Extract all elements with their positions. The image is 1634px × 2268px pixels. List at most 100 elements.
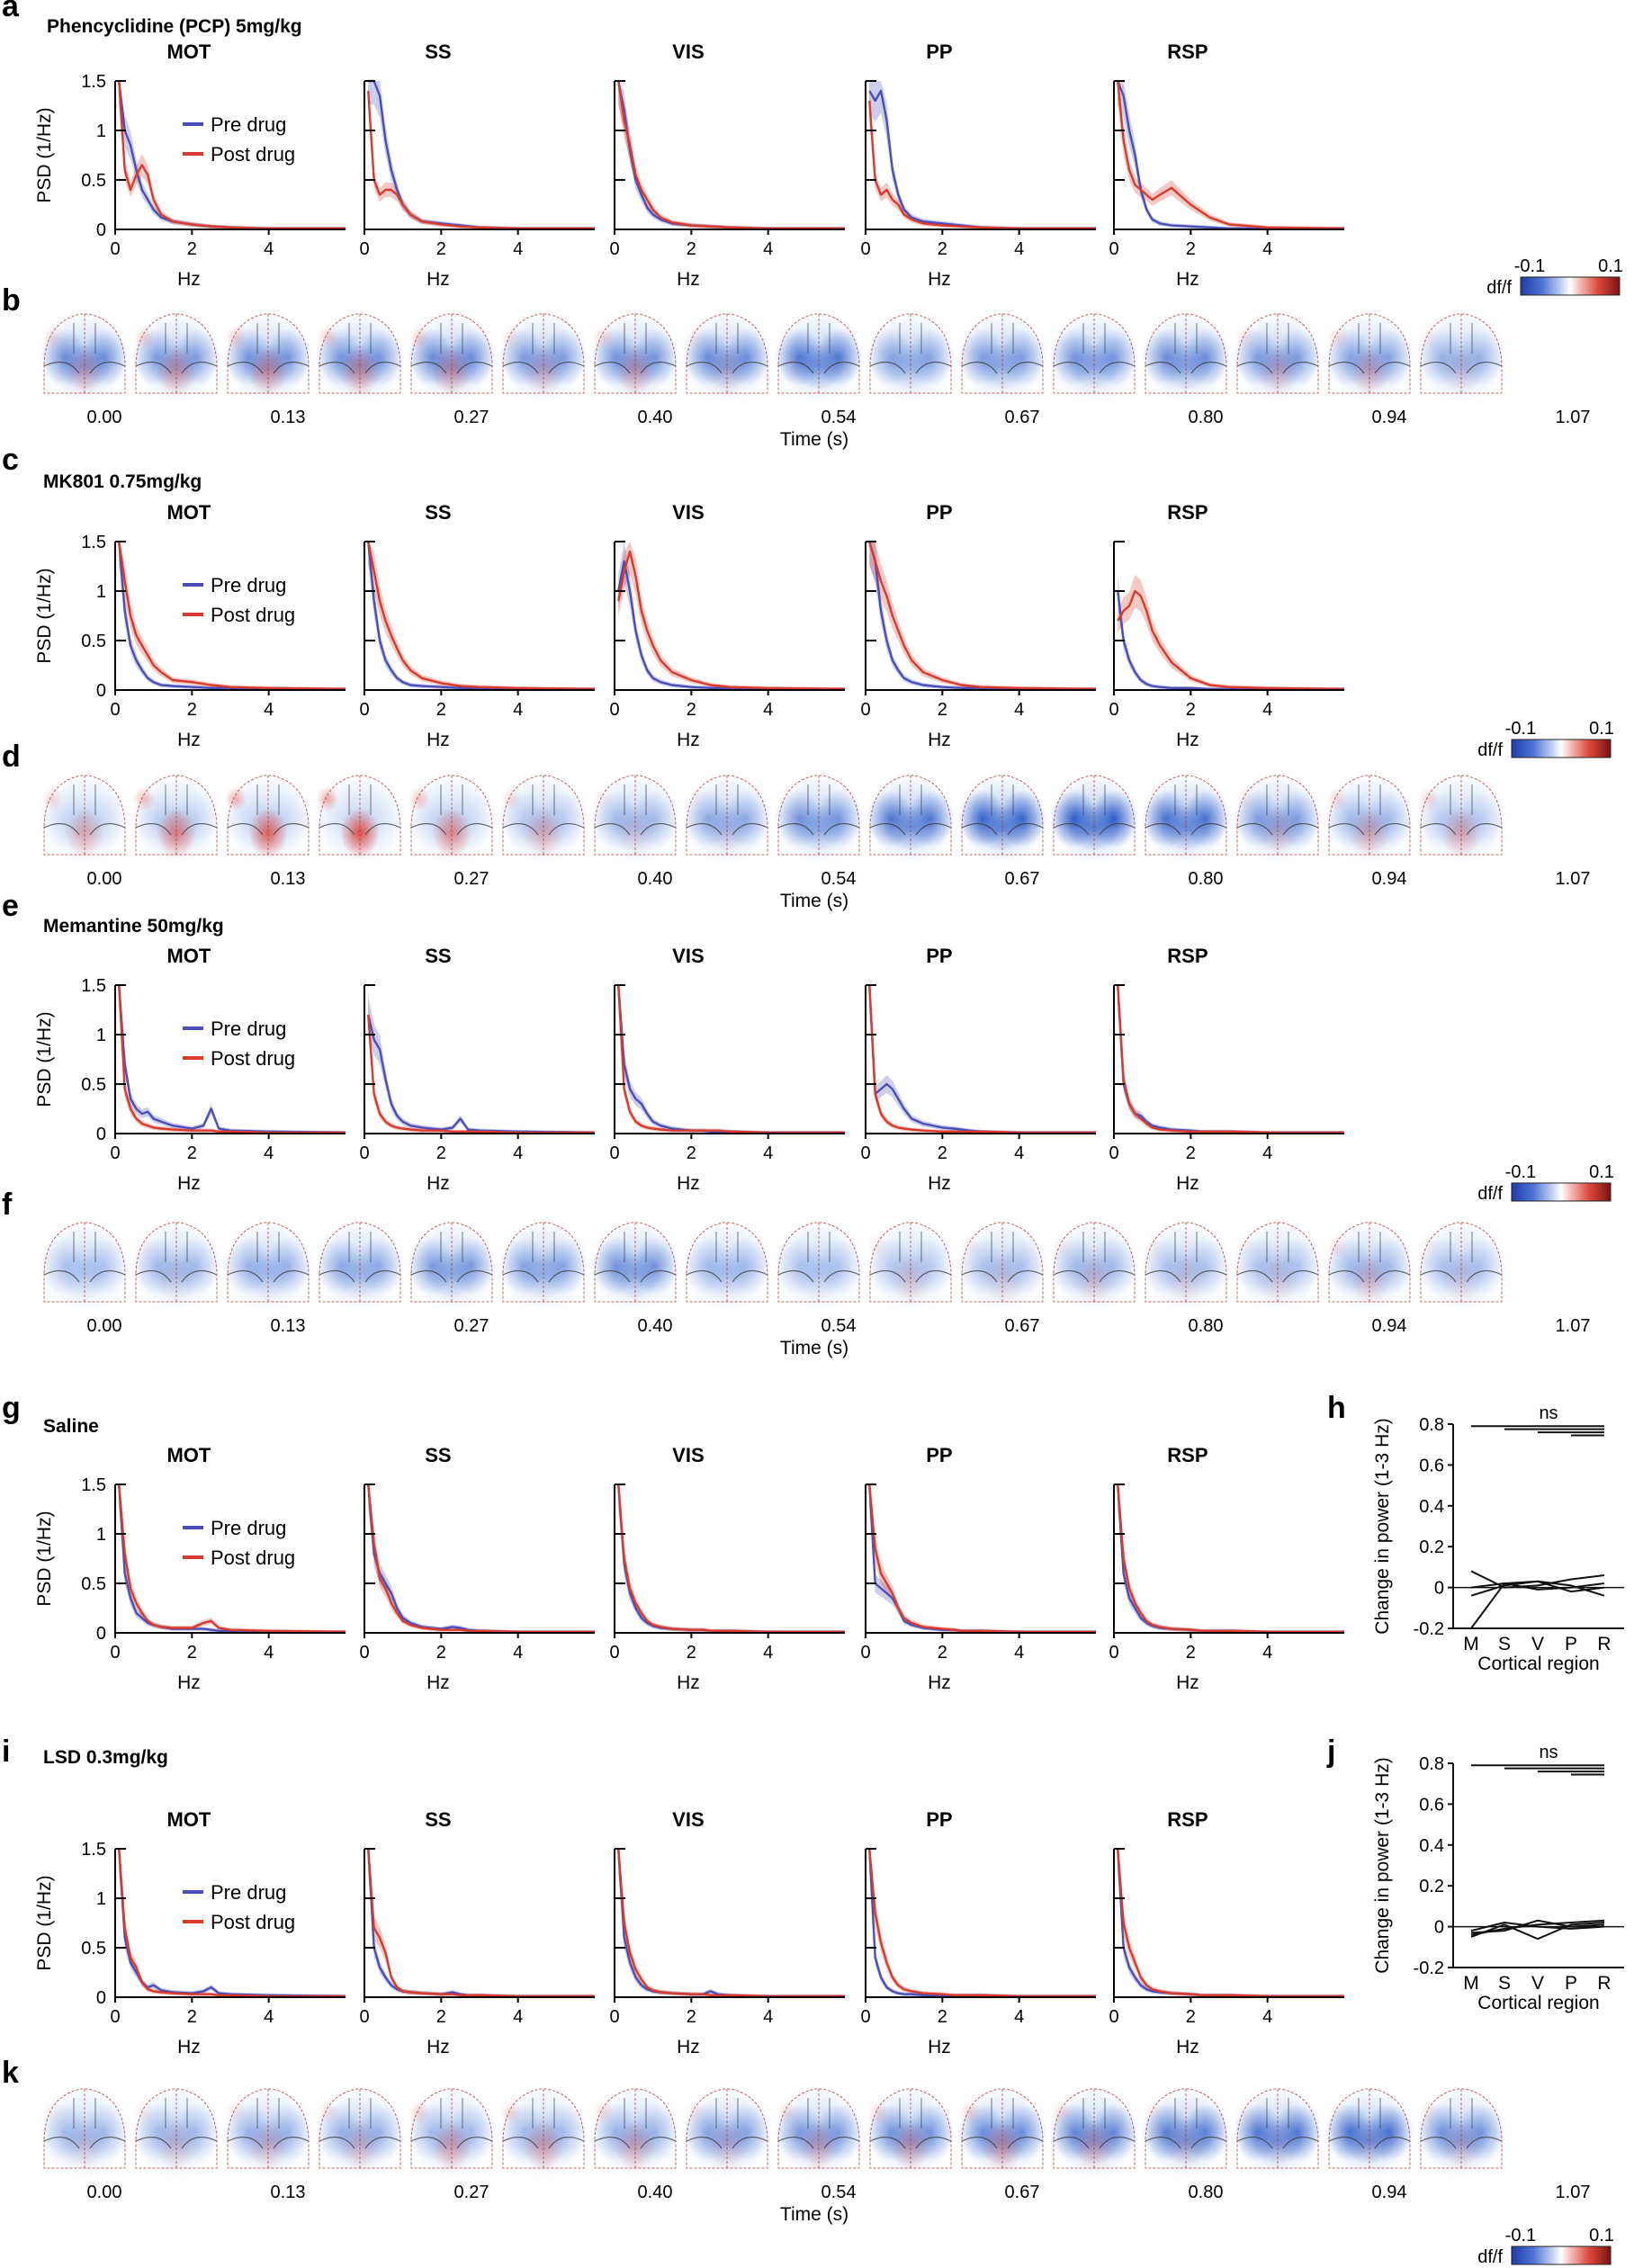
brain-frame — [1415, 312, 1507, 402]
psd-chart-g-mot: MOT 0 0.5 1 1.5 0 2 4 Hz PSD (1/Hz) Pre drug Post d… — [34, 1444, 346, 1693]
region-title: SS — [425, 40, 451, 63]
region-title: RSP — [1167, 40, 1208, 63]
area-boundary — [410, 361, 493, 374]
area-boundary — [869, 822, 952, 836]
area-boundary — [135, 1269, 218, 1283]
cortex-outline — [410, 313, 493, 394]
series-line-post — [1117, 1484, 1344, 1634]
brain-frame — [681, 1221, 773, 1311]
x-axis-label: Hz — [928, 1672, 951, 1693]
region-title: RSP — [1167, 501, 1208, 524]
area-boundary — [440, 2098, 463, 2129]
time-axis-label: Time (s) — [780, 2204, 848, 2225]
activity-blob-positive — [615, 346, 655, 397]
brain-frame — [773, 774, 865, 864]
area-boundary — [1358, 323, 1381, 354]
brain-frame — [1324, 1221, 1415, 1311]
panel-title-c: MK801 0.75mg/kg — [43, 471, 202, 492]
area-boundary — [807, 784, 830, 815]
brain-frame — [1232, 1221, 1324, 1311]
series-line-post — [118, 984, 346, 1134]
y-tick-label: 0.6 — [1419, 1795, 1444, 1815]
x-tick-label: 0 — [110, 2007, 120, 2027]
area-boundary — [532, 1232, 555, 1262]
time-axis-label: Time (s) — [780, 891, 848, 911]
area-boundary — [594, 2136, 677, 2149]
activity-blob-positive — [1258, 808, 1297, 858]
series-line-pre — [1117, 1484, 1344, 1634]
time-tick-label: 0.54 — [821, 408, 857, 427]
animal-line — [1470, 1582, 1605, 1591]
activity-blob-positive — [41, 2100, 63, 2125]
y-tick-label: 0 — [96, 1125, 106, 1144]
x-axis-label: Hz — [177, 269, 201, 290]
x-tick-label: 2 — [187, 239, 197, 259]
cortex-outline — [686, 1222, 768, 1303]
activity-blob-positive — [1350, 808, 1389, 858]
brain-frame — [39, 774, 130, 864]
x-axis-label: Hz — [928, 269, 951, 290]
series-line-post — [617, 984, 845, 1134]
area-boundary — [686, 822, 768, 836]
area-boundary — [991, 323, 1014, 354]
cortex-outline — [1420, 2088, 1503, 2169]
animal-line — [1470, 1580, 1605, 1629]
activity-blob-positive — [1326, 2100, 1348, 2125]
x-axis-label: Hz — [1176, 730, 1199, 750]
error-band-pre — [1118, 985, 1344, 1134]
x-tick-label: 0 — [359, 1143, 369, 1163]
cortex-outline — [319, 775, 401, 856]
x-tick-label: 4 — [1014, 2007, 1024, 2027]
error-band-pre — [368, 542, 595, 690]
area-boundary — [1266, 323, 1289, 354]
area-boundary — [227, 822, 310, 836]
error-band-post — [869, 542, 1096, 690]
x-tick-label: 2 — [938, 1143, 947, 1163]
brain-frame — [1048, 1221, 1140, 1311]
region-title: MOT — [166, 1444, 211, 1466]
brain-frame — [865, 312, 956, 402]
animal-line — [1470, 1922, 1605, 1941]
area-boundary — [869, 2136, 952, 2149]
x-tick-label: 2 — [687, 2007, 696, 2027]
x-axis-label: Hz — [426, 1173, 450, 1194]
x-tick-label: 4 — [763, 700, 773, 720]
activity-blob-positive — [1234, 1233, 1256, 1259]
region-title: PP — [926, 945, 952, 967]
area-boundary — [1145, 361, 1227, 374]
area-boundary — [227, 2136, 310, 2149]
x-tick-label: 2 — [436, 700, 446, 720]
panel-title-i: LSD 0.3mg/kg — [43, 1747, 168, 1768]
colorbar: df/f-0.1 0.1 — [1477, 1162, 1614, 1204]
error-band-pre — [869, 1849, 1096, 1997]
psd-chart-i-mot: MOT 0 0.5 1 1.5 0 2 4 Hz PSD (1/Hz) Pre drug Post d… — [34, 1808, 346, 2057]
activity-blob-positive — [248, 346, 288, 397]
error-band-pre — [618, 1484, 845, 1633]
time-tick-label: 0.67 — [1005, 2183, 1040, 2202]
series-line-pre — [118, 1848, 346, 1998]
area-boundary — [869, 1269, 952, 1283]
area-boundary — [1236, 361, 1319, 374]
panel-letter-b: b — [2, 283, 21, 318]
area-boundary — [899, 323, 922, 354]
area-boundary — [1358, 1232, 1381, 1262]
series-line-pre — [617, 1848, 845, 1998]
cortex-outline — [502, 313, 585, 394]
area-boundary — [1174, 323, 1198, 354]
area-boundary — [1328, 1269, 1411, 1283]
x-tick-label: 0 — [359, 2007, 369, 2027]
area-boundary — [1266, 784, 1289, 815]
x-tick-label: 2 — [436, 1643, 446, 1663]
error-band-pre — [618, 542, 845, 690]
y-tick-label: 0.2 — [1419, 1537, 1444, 1557]
x-axis-label: Hz — [928, 730, 951, 750]
activity-blob-positive — [133, 325, 155, 350]
cortex-outline — [1328, 313, 1411, 394]
panel-title-g: Saline — [43, 1416, 99, 1437]
error-band-post — [618, 985, 845, 1134]
activity-blob-positive — [225, 786, 247, 811]
area-boundary — [73, 1232, 96, 1262]
brain-frame — [956, 1221, 1048, 1311]
brain-frame — [222, 1221, 314, 1311]
x-tick-label: 4 — [763, 2007, 773, 2027]
